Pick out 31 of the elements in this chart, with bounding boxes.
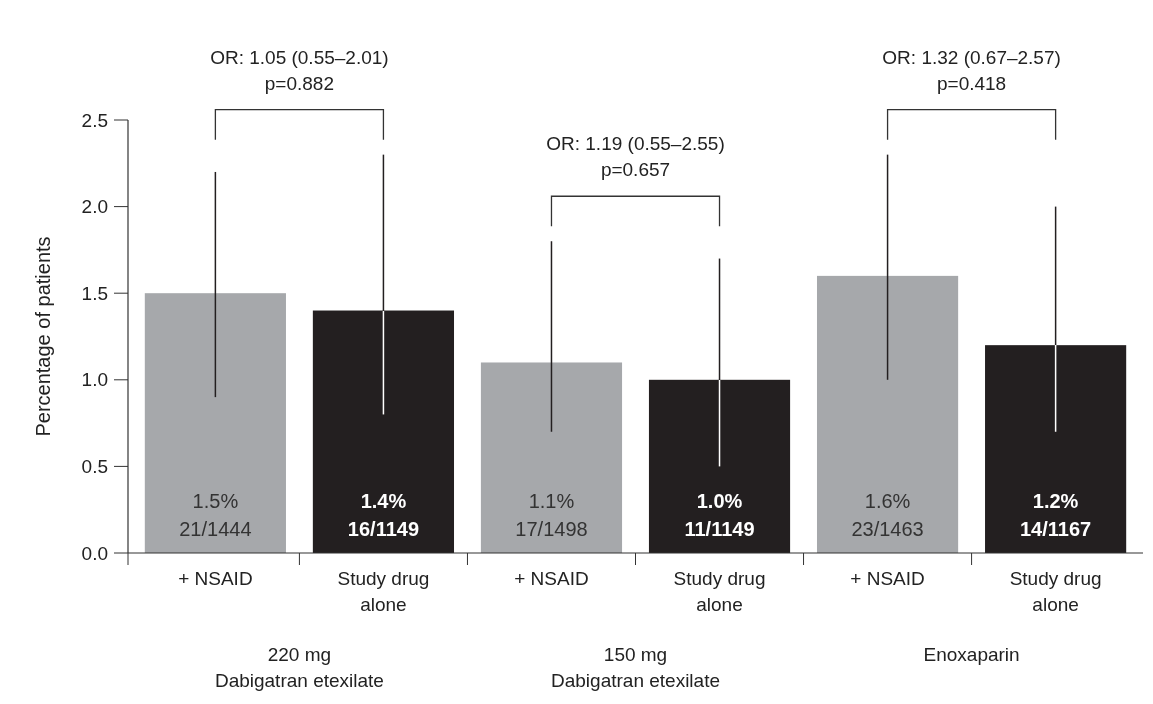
bar — [144, 293, 286, 553]
x-tick-label: + NSAID — [178, 568, 253, 589]
text: OR: 1.05 (0.55–2.01) p=0.882 — [210, 46, 389, 94]
x-tick-label: Study drug alone — [673, 568, 766, 615]
text: 220 mg Dabigatran etexilate — [214, 644, 384, 691]
x-tick-label: + NSAID — [514, 568, 589, 589]
x-tick-label: Study drug alone — [337, 568, 430, 615]
data-label: 1.2% 14/1167 — [1020, 490, 1092, 540]
data-label: 1.5% 21/1444 — [179, 490, 252, 540]
bar — [985, 345, 1127, 553]
text: Enoxaparin — [923, 644, 1020, 665]
y-axis-title: Percentage of patients — [32, 236, 54, 437]
y-tick-label: 1.0 — [81, 369, 108, 391]
y-tick-label: 1.5 — [81, 282, 108, 304]
annotation: OR: 1.19 (0.55–2.55) p=0.657 — [546, 133, 725, 181]
data-label: 1.0% 11/1149 — [684, 490, 755, 540]
bar — [816, 275, 959, 553]
bar — [480, 362, 623, 553]
x-tick-label: Study drug alone — [1009, 568, 1102, 615]
data-label: 1.1% 17/1498 — [515, 490, 588, 540]
text: 150 mg Dabigatran etexilate — [551, 644, 720, 691]
y-tick-label: 2.0 — [81, 196, 108, 218]
bar — [648, 379, 791, 553]
bar — [312, 310, 455, 553]
y-tick-label: 0.0 — [81, 542, 108, 564]
y-tick-label: 2.5 — [81, 109, 108, 131]
text: OR: 1.32 (0.67–2.57) p=0.418 — [882, 46, 1061, 94]
data-label: 1.4% 16/1149 — [347, 490, 420, 540]
data-label: 1.6% 23/1463 — [851, 490, 924, 540]
x-tick-label: + NSAID — [850, 568, 925, 589]
y-tick-label: 0.5 — [81, 456, 108, 478]
